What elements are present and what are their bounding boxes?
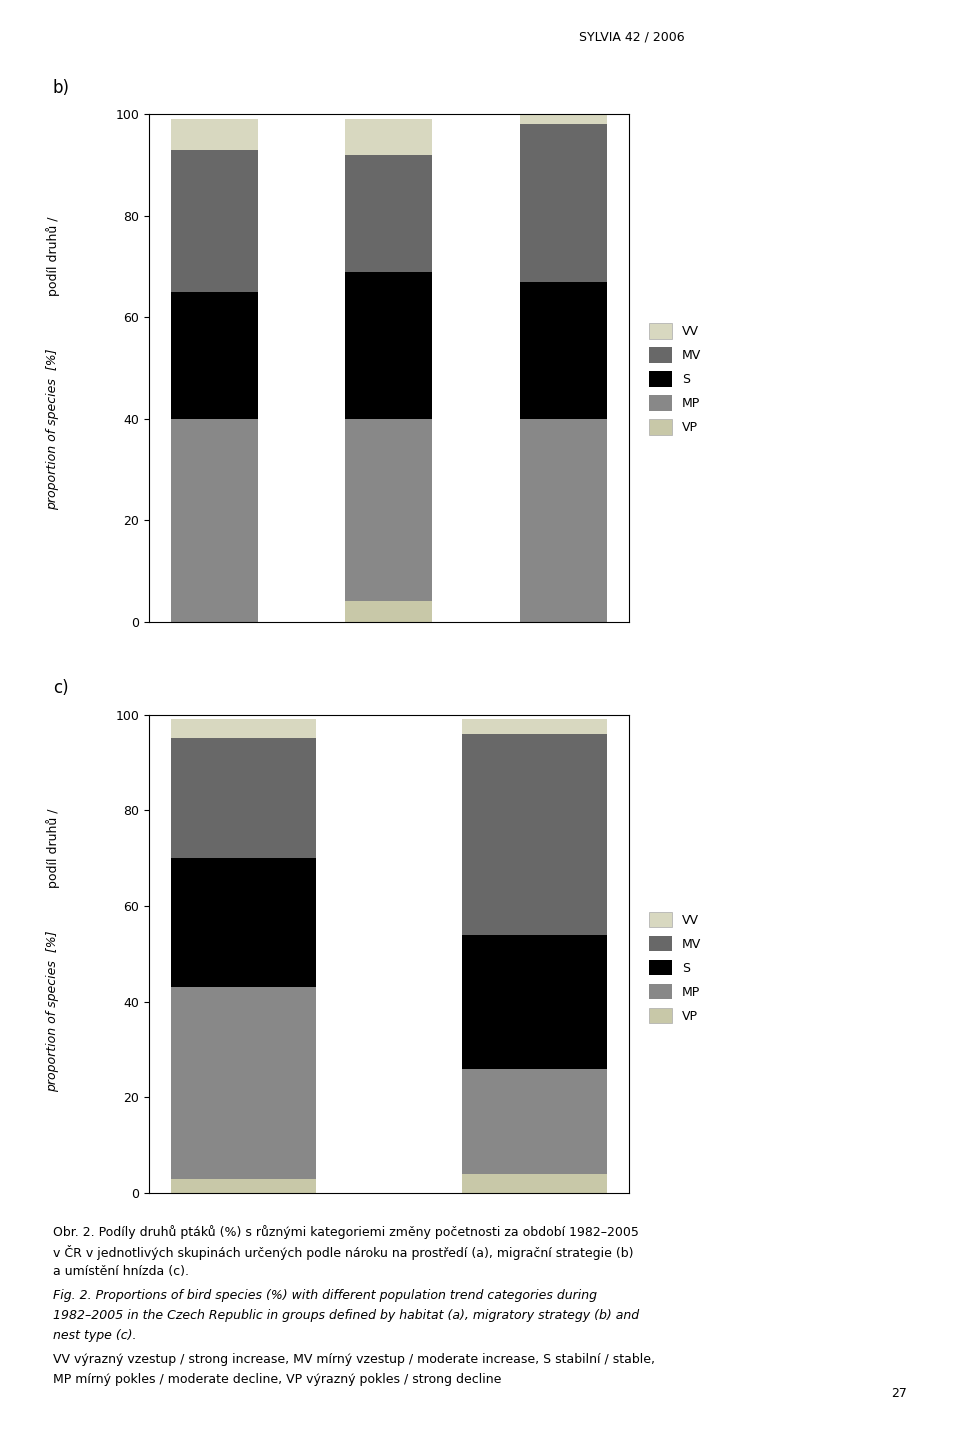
Text: 1982–2005 in the Czech Republic in groups defined by habitat (a), migratory stra: 1982–2005 in the Czech Republic in group… xyxy=(53,1309,639,1322)
Text: c): c) xyxy=(53,679,68,697)
Bar xyxy=(171,292,258,419)
Text: SYLVIA 42 / 2006: SYLVIA 42 / 2006 xyxy=(571,30,684,43)
Text: a umístění hnízda (c).: a umístění hnízda (c). xyxy=(53,1265,189,1278)
Bar xyxy=(519,124,607,282)
Bar xyxy=(346,120,432,154)
Legend: VV, MV, S, MP, VP: VV, MV, S, MP, VP xyxy=(650,912,701,1023)
Bar xyxy=(462,719,607,733)
Text: nest type (c).: nest type (c). xyxy=(53,1329,136,1342)
Bar xyxy=(171,1179,316,1193)
Text: VV výrazný vzestup / strong increase, MV mírný vzestup / moderate increase, S st: VV výrazný vzestup / strong increase, MV… xyxy=(53,1353,655,1366)
Bar xyxy=(462,733,607,935)
Bar xyxy=(171,857,316,987)
Bar xyxy=(519,419,607,622)
Bar xyxy=(346,154,432,272)
Legend: VV, MV, S, MP, VP: VV, MV, S, MP, VP xyxy=(650,323,701,434)
Bar xyxy=(462,935,607,1069)
Bar xyxy=(171,739,316,857)
Bar xyxy=(171,120,258,150)
Bar xyxy=(346,602,432,622)
Bar xyxy=(462,1175,607,1193)
Text: MP mírný pokles / moderate decline, VP výrazný pokles / strong decline: MP mírný pokles / moderate decline, VP v… xyxy=(53,1373,501,1386)
Text: v ČR v jednotlivých skupinách určených podle nároku na prostředí (a), migrační s: v ČR v jednotlivých skupinách určených p… xyxy=(53,1245,634,1259)
Text: b): b) xyxy=(53,79,70,97)
Text: proportion of species  [%]: proportion of species [%] xyxy=(46,930,60,1092)
Bar xyxy=(346,272,432,419)
Bar xyxy=(519,114,607,124)
Text: 27: 27 xyxy=(891,1388,907,1400)
Bar xyxy=(171,719,316,739)
Bar xyxy=(171,150,258,292)
Text: Fig. 2. Proportions of bird species (%) with different population trend categori: Fig. 2. Proportions of bird species (%) … xyxy=(53,1289,597,1302)
Bar xyxy=(519,282,607,419)
Text: podíl druhů /: podíl druhů / xyxy=(46,809,60,889)
Bar xyxy=(346,419,432,602)
Bar xyxy=(171,987,316,1179)
Text: proportion of species  [%]: proportion of species [%] xyxy=(46,349,60,510)
Text: podíl druhů /: podíl druhů / xyxy=(46,217,60,296)
Bar xyxy=(462,1069,607,1175)
Bar xyxy=(171,419,258,622)
Text: Obr. 2. Podíly druhů ptáků (%) s různými kategoriemi změny početnosti za období : Obr. 2. Podíly druhů ptáků (%) s různými… xyxy=(53,1225,638,1239)
